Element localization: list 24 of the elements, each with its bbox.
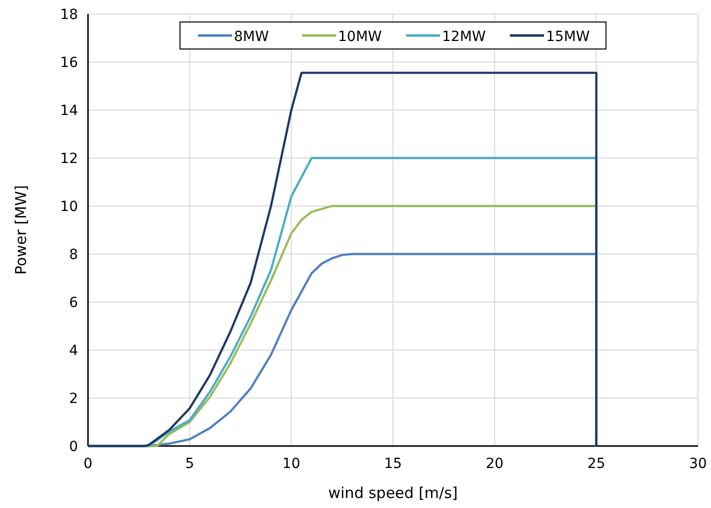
y-tick-label: 18	[60, 7, 78, 23]
y-tick-label: 8	[69, 247, 78, 263]
x-tick-label: 15	[384, 456, 402, 472]
y-tick-label: 4	[69, 343, 78, 359]
y-tick-label: 12	[60, 151, 78, 167]
x-axis-title: wind speed [m/s]	[328, 484, 458, 502]
x-tick-label: 20	[486, 456, 504, 472]
y-tick-label: 10	[60, 199, 78, 215]
x-tick-label: 5	[185, 456, 194, 472]
y-tick-label: 0	[69, 439, 78, 455]
y-tick-label: 14	[60, 103, 78, 119]
x-tick-label: 10	[282, 456, 300, 472]
y-axis-title: Power [MW]	[12, 185, 30, 275]
legend-label: 12MW	[442, 29, 486, 45]
y-tick-label: 2	[69, 391, 78, 407]
x-tick-label: 30	[689, 456, 707, 472]
y-tick-label: 6	[69, 295, 78, 311]
line-series	[86, 72, 598, 448]
y-tick-label: 16	[60, 55, 78, 71]
x-tick-label: 25	[587, 456, 606, 472]
legend-label: 8MW	[234, 29, 269, 45]
legend-label: 10MW	[338, 29, 382, 45]
legend-label: 15MW	[546, 29, 590, 45]
x-tick-label: 0	[84, 456, 92, 472]
